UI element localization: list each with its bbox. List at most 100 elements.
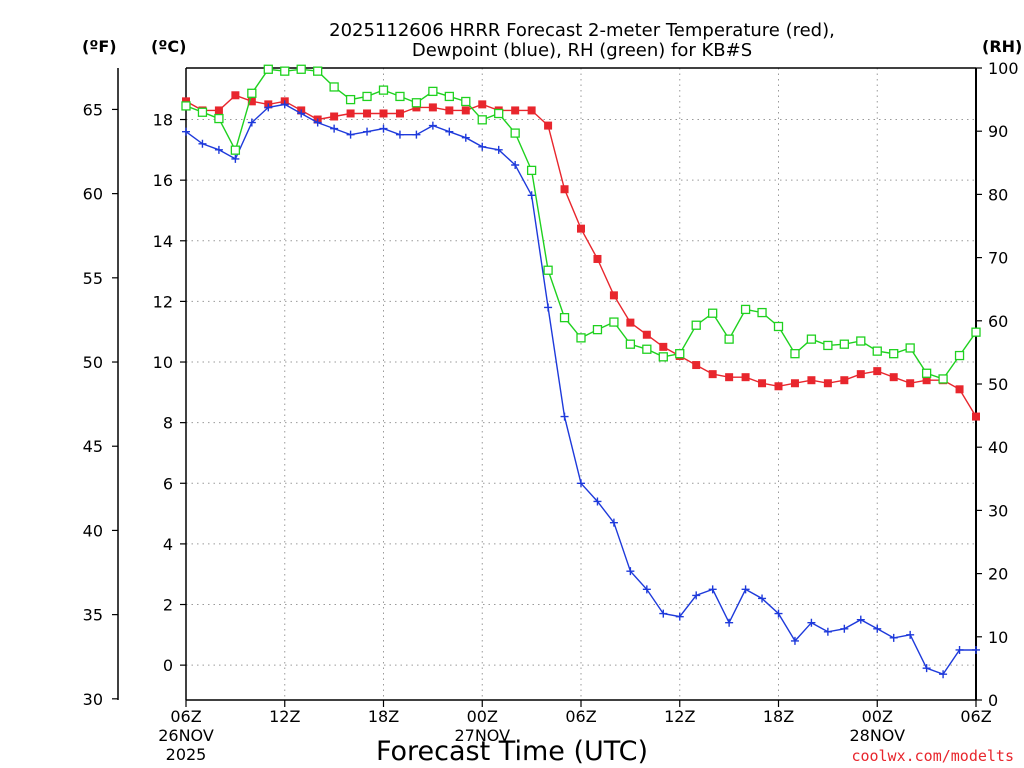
rh-point bbox=[395, 91, 405, 102]
dewpoint-point bbox=[363, 127, 372, 136]
rh-point bbox=[313, 66, 323, 76]
rh-point bbox=[263, 64, 273, 74]
rh-tick-label: 80 bbox=[988, 185, 1008, 204]
x-date-label: 27NOV bbox=[454, 726, 510, 745]
rh-point bbox=[708, 308, 718, 318]
dewpoint-point bbox=[906, 630, 915, 639]
rh-point bbox=[839, 339, 849, 349]
temperature-point bbox=[346, 109, 355, 118]
x-tick-label: 00Z bbox=[467, 707, 498, 726]
temperature-point bbox=[659, 342, 668, 351]
fahrenheit-tick-label: 60 bbox=[83, 185, 103, 204]
dewpoint-point bbox=[922, 664, 931, 673]
dewpoint-point bbox=[198, 139, 207, 148]
dewpoint-point bbox=[330, 124, 339, 133]
temperature-point bbox=[363, 109, 372, 118]
dewpoint-point bbox=[494, 145, 503, 154]
rh-point bbox=[543, 265, 553, 275]
temperature-point bbox=[955, 385, 964, 394]
dewpoint-point bbox=[609, 518, 618, 527]
dewpoint-point bbox=[856, 615, 865, 624]
x-axis-title: Forecast Time (UTC) bbox=[376, 736, 648, 767]
temperature-point bbox=[478, 100, 487, 109]
dewpoint-point bbox=[675, 612, 684, 621]
celsius-tick-label: 0 bbox=[163, 656, 173, 675]
rh-point bbox=[576, 333, 586, 343]
celsius-tick-label: 4 bbox=[163, 535, 173, 554]
fahrenheit-axis-label: (ºF) bbox=[82, 37, 117, 56]
temperature-point bbox=[972, 412, 980, 421]
rh-point bbox=[230, 145, 241, 155]
rh-point bbox=[905, 343, 915, 353]
dewpoint-point bbox=[412, 130, 421, 139]
rh-point bbox=[510, 128, 520, 138]
rh-point bbox=[872, 346, 882, 356]
temperature-point bbox=[840, 376, 849, 385]
dewpoint-point bbox=[461, 133, 470, 142]
rh-point bbox=[559, 312, 570, 323]
dewpoint-point bbox=[231, 154, 240, 163]
celsius-tick-label: 16 bbox=[153, 171, 173, 190]
temperature-point bbox=[247, 97, 256, 106]
temperature-point bbox=[790, 379, 799, 388]
dewpoint-point bbox=[774, 609, 783, 618]
temperature-point bbox=[511, 106, 520, 115]
rh-point bbox=[329, 82, 339, 92]
temperature-point bbox=[428, 103, 437, 112]
x-tick-label: 12Z bbox=[664, 707, 695, 726]
rh-tick-label: 50 bbox=[988, 375, 1008, 394]
dewpoint-point bbox=[939, 670, 948, 679]
dewpoint-point bbox=[642, 585, 651, 594]
temperature-point bbox=[560, 185, 569, 194]
rh-tick-label: 70 bbox=[988, 249, 1008, 268]
dewpoint-point bbox=[593, 497, 602, 506]
dewpoint-point bbox=[346, 130, 355, 139]
fahrenheit-tick-label: 65 bbox=[83, 100, 103, 119]
dewpoint-point bbox=[577, 479, 585, 488]
temperature-point bbox=[330, 112, 339, 121]
rh-point bbox=[790, 349, 800, 359]
rh-point bbox=[494, 108, 504, 119]
temperature-point bbox=[873, 367, 882, 376]
temperature-point bbox=[856, 370, 865, 379]
fahrenheit-tick-label: 30 bbox=[83, 690, 103, 709]
fahrenheit-tick-label: 45 bbox=[83, 437, 103, 456]
series-rh bbox=[181, 64, 981, 384]
rh-point bbox=[724, 334, 734, 344]
temperature-point bbox=[593, 254, 602, 263]
rh-point bbox=[757, 307, 767, 318]
temperature-point bbox=[395, 109, 404, 118]
temperature-point bbox=[544, 121, 553, 130]
rh-point bbox=[823, 340, 833, 351]
celsius-axis-label: (ºC) bbox=[151, 37, 186, 56]
dewpoint-point bbox=[395, 130, 404, 139]
rh-point bbox=[856, 336, 866, 346]
rh-axis-label: (RH) bbox=[982, 37, 1022, 56]
dewpoint-point bbox=[807, 618, 816, 627]
x-tick-label: 18Z bbox=[763, 707, 794, 726]
series-dewpoint bbox=[182, 100, 980, 679]
dewpoint-point bbox=[560, 412, 569, 421]
temperature-point bbox=[642, 330, 651, 339]
rh-tick-label: 0 bbox=[988, 691, 998, 710]
rh-tick-label: 100 bbox=[988, 59, 1019, 78]
rh-point bbox=[477, 115, 487, 125]
rh-point bbox=[411, 98, 422, 108]
dewpoint-point bbox=[659, 609, 668, 618]
dewpoint-point bbox=[708, 585, 717, 594]
x-tick-label: 00Z bbox=[862, 707, 893, 726]
temperature-point bbox=[214, 106, 223, 115]
rh-point bbox=[214, 113, 224, 124]
dewpoint-point bbox=[692, 591, 701, 600]
temperature-point bbox=[231, 91, 240, 100]
chart-title-line1: 2025112606 HRRR Forecast 2-meter Tempera… bbox=[329, 20, 835, 41]
rh-point bbox=[625, 339, 636, 349]
temperature-point bbox=[461, 106, 470, 115]
dewpoint-point bbox=[527, 191, 536, 200]
rh-point bbox=[247, 88, 257, 98]
temperature-point bbox=[708, 370, 717, 379]
rh-point bbox=[773, 321, 784, 332]
dewpoint-point bbox=[379, 124, 388, 133]
temperature-point bbox=[906, 379, 915, 388]
rh-tick-label: 60 bbox=[988, 312, 1008, 331]
